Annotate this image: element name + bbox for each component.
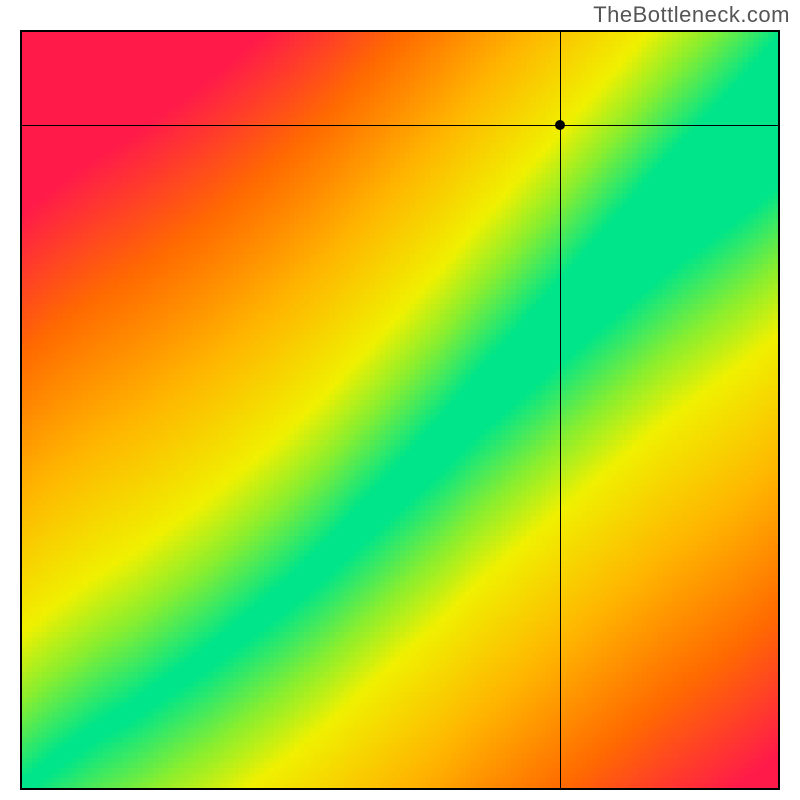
marker-crosshair-vertical xyxy=(560,32,561,788)
watermark-text: TheBottleneck.com xyxy=(593,2,790,28)
marker-crosshair-horizontal xyxy=(22,125,778,126)
bottleneck-heatmap xyxy=(22,32,778,788)
bottleneck-heatmap-frame xyxy=(20,30,780,790)
